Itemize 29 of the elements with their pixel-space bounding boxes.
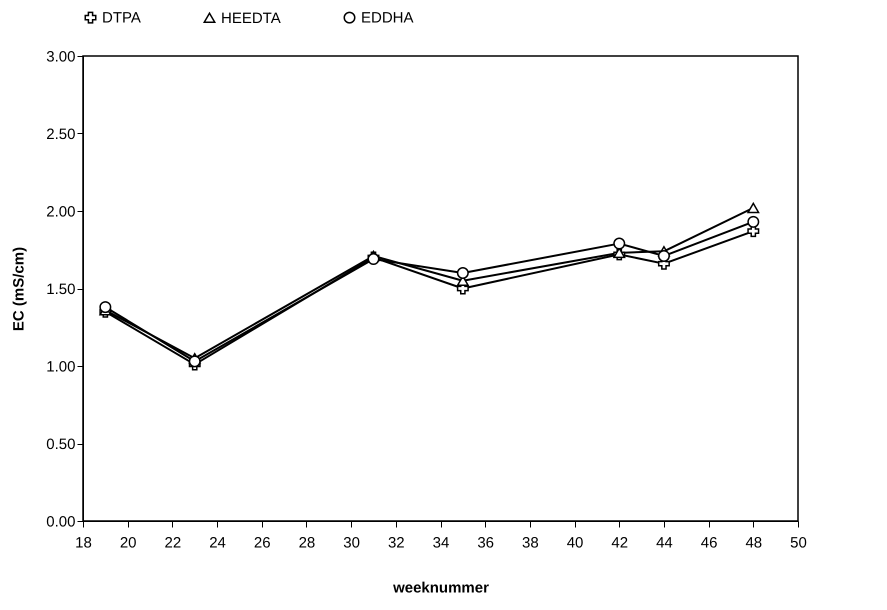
y-tick-label: 3.00 xyxy=(46,48,76,66)
x-tick-label: 44 xyxy=(656,534,673,552)
y-axis-title: EC (mS/cm) xyxy=(10,246,28,332)
x-tick-label: 30 xyxy=(343,534,360,552)
y-tick-label: 0.50 xyxy=(46,436,76,453)
legend-label: DTPA xyxy=(102,10,141,27)
y-tick-label: 1.00 xyxy=(46,358,76,376)
x-tick-label: 18 xyxy=(75,534,92,552)
y-tick-label: 1.50 xyxy=(46,281,76,298)
x-tick-label: 34 xyxy=(432,534,450,552)
x-tick-label: 32 xyxy=(388,534,405,552)
y-tick-label: 2.50 xyxy=(46,126,76,143)
y-tick-label: 0.00 xyxy=(46,514,76,530)
x-tick-label: 48 xyxy=(745,534,762,552)
x-tick-label: 50 xyxy=(790,534,807,552)
y-tick-label: 2.00 xyxy=(46,204,76,220)
x-axis-title: weeknummer xyxy=(392,580,490,596)
x-tick-label: 20 xyxy=(120,534,137,552)
x-tick-label: 24 xyxy=(209,534,226,552)
legend-label: EDDHA xyxy=(361,10,414,27)
x-tick-label: 42 xyxy=(611,534,628,552)
x-tick-label: 36 xyxy=(477,534,494,552)
x-tick-label: 28 xyxy=(298,534,316,552)
x-tick-label: 22 xyxy=(164,534,182,552)
x-tick-label: 46 xyxy=(700,534,718,552)
legend-label: HEEDTA xyxy=(221,10,281,27)
x-tick-label: 40 xyxy=(566,534,584,552)
x-tick-label: 38 xyxy=(522,534,539,552)
x-tick-label: 26 xyxy=(254,534,271,552)
